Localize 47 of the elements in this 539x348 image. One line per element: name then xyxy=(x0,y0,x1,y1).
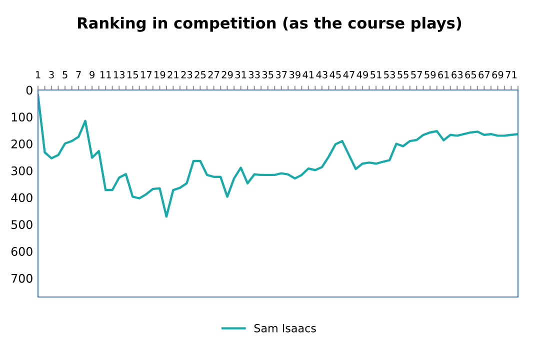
x-tick-label: 43 xyxy=(316,71,328,78)
x-tick-label: 37 xyxy=(276,71,287,78)
x-tick-label: 41 xyxy=(302,71,314,78)
x-tick-label: 25 xyxy=(194,71,206,78)
x-tick-label: 53 xyxy=(384,71,395,78)
x-tick-label: 47 xyxy=(343,71,354,78)
x-tick-label: 49 xyxy=(356,71,368,78)
y-tick-label: 0 xyxy=(26,86,32,95)
y-tick-label: 200 xyxy=(11,139,32,148)
x-tick-label: 27 xyxy=(208,71,220,78)
line-series xyxy=(38,94,518,218)
x-tick-label: 29 xyxy=(222,71,233,78)
x-tick-label: 21 xyxy=(168,71,178,78)
x-tick-label: 69 xyxy=(492,71,504,78)
y-tick-label: 400 xyxy=(11,193,32,202)
x-tick-label: 39 xyxy=(289,71,300,78)
x-tick-label: 71 xyxy=(506,71,517,78)
y-tick-label: 600 xyxy=(11,247,32,256)
x-tick-label: 3 xyxy=(49,71,54,78)
y-tick-label: 100 xyxy=(12,112,32,122)
x-tick-label: 57 xyxy=(411,71,422,78)
x-tick-label: 11 xyxy=(100,71,111,78)
y-tick-label: 300 xyxy=(12,166,32,176)
x-tick-label: 17 xyxy=(141,71,152,78)
x-tick-label: 51 xyxy=(370,71,382,78)
x-tick-label: 45 xyxy=(330,71,341,78)
chart-title: Ranking in competition (as the course plays) xyxy=(78,16,462,32)
x-tick-label: 55 xyxy=(398,71,408,78)
x-tick-label: 61 xyxy=(438,71,449,78)
x-tick-label: 19 xyxy=(154,71,166,78)
x-tick-label: 65 xyxy=(465,71,476,78)
x-tick-label: 31 xyxy=(235,71,246,78)
x-tick-label: 23 xyxy=(181,71,192,78)
x-tick-label: 33 xyxy=(248,71,260,78)
x-tick-label: 59 xyxy=(424,71,436,78)
x-tick-label: 5 xyxy=(62,71,68,78)
x-tick-label: 13 xyxy=(114,71,125,78)
x-tick-label: 67 xyxy=(478,71,490,78)
y-tick-label: 500 xyxy=(12,220,32,230)
y-tick-label: 700 xyxy=(12,274,32,283)
legend-label: Sam Isaacs xyxy=(254,324,316,332)
x-tick-label: 7 xyxy=(76,71,81,78)
x-tick-label: 63 xyxy=(452,71,463,78)
x-tick-label: 9 xyxy=(90,71,94,78)
x-tick-label: 15 xyxy=(128,71,138,78)
x-tick-label: 1 xyxy=(36,71,40,78)
x-tick-label: 35 xyxy=(262,71,274,78)
